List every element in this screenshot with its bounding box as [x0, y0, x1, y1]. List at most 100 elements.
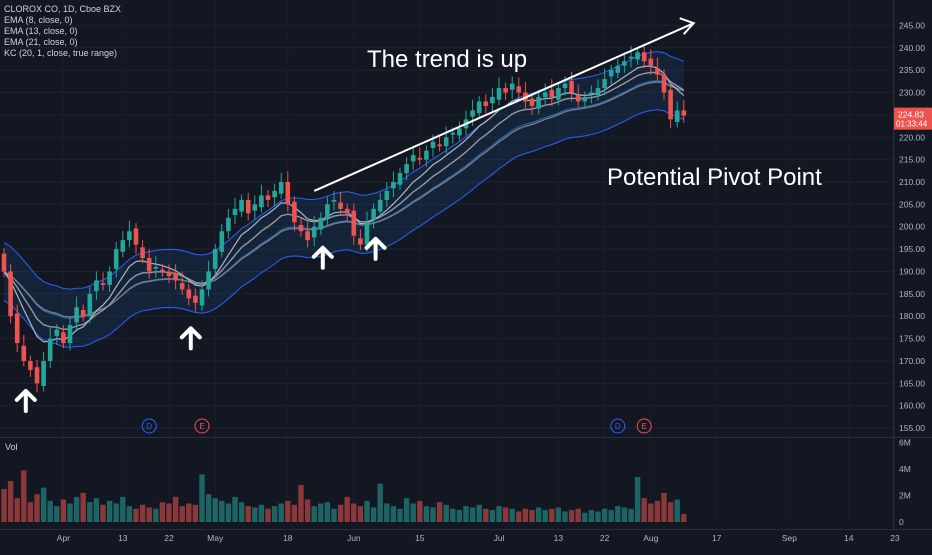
ema8-legend[interactable]: EMA (8, close, 0)	[4, 15, 73, 25]
candle-body	[602, 79, 607, 89]
volume-bar	[496, 506, 502, 522]
earnings-marker	[636, 418, 652, 434]
volume-bar	[476, 504, 482, 522]
volume-bar	[27, 502, 34, 522]
volume-bar	[93, 498, 100, 522]
price-tick-label: 155.00	[899, 423, 925, 433]
volume-bar	[34, 494, 40, 522]
candle-body	[661, 74, 667, 93]
candle-body	[483, 101, 489, 106]
candle-body	[28, 360, 33, 370]
candle-body	[34, 367, 40, 384]
candle-body	[655, 68, 660, 75]
volume-bar	[1, 488, 7, 522]
volume-bar	[199, 474, 205, 522]
candle-body	[127, 231, 132, 241]
volume-bar	[509, 508, 515, 522]
ema21-line	[3, 81, 685, 318]
trend-arrow-line	[313, 22, 695, 192]
volume-bar	[351, 503, 357, 522]
candle-body	[516, 86, 522, 93]
candle-body	[470, 110, 475, 117]
volume-bar	[674, 499, 680, 522]
volume-bar	[443, 504, 449, 522]
volume-bar	[291, 504, 298, 522]
ema21-legend[interactable]: EMA (21, close, 0)	[4, 37, 78, 47]
volume-bar	[331, 508, 337, 522]
time-tick-label: May	[207, 533, 224, 543]
volume-bar	[377, 483, 383, 522]
candle-body	[153, 267, 159, 269]
price-tick-label: 235.00	[899, 65, 925, 75]
volume-bar	[120, 496, 126, 522]
candle-body	[311, 226, 317, 238]
price-tick-label: 170.00	[899, 356, 925, 366]
candle-body	[443, 137, 449, 147]
volume-bar	[225, 503, 232, 522]
volume-bar	[40, 487, 47, 522]
volume-bar	[641, 498, 647, 522]
candle-body	[305, 231, 310, 241]
candle-body	[179, 283, 185, 290]
volume-bar	[106, 500, 113, 522]
volume-bar	[555, 507, 562, 522]
volume-bar	[113, 503, 119, 522]
time-tick-label: 13	[118, 533, 128, 543]
volume-bar	[463, 506, 469, 522]
price-tick-label: 240.00	[899, 43, 925, 53]
time-tick-label: 17	[712, 533, 722, 543]
candle-body	[648, 58, 654, 66]
volume-bar	[549, 508, 555, 522]
volume-bar	[575, 508, 581, 522]
time-tick-label: Jun	[347, 533, 361, 543]
candle-body	[186, 289, 192, 299]
ema8-line	[3, 65, 685, 343]
volume-bar	[601, 508, 608, 522]
candle-body	[569, 80, 574, 93]
price-tick-label: 175.00	[899, 334, 925, 344]
ema13-legend[interactable]: EMA (13, close, 0)	[4, 26, 78, 36]
time-tick-label: Apr	[57, 533, 70, 543]
candle-body	[457, 128, 462, 136]
volume-bar	[661, 492, 667, 522]
pivot-arrow-icon	[179, 326, 202, 351]
volume-bar	[621, 507, 628, 522]
volume-tick-label: 0	[899, 517, 904, 527]
dividend-marker-label: D	[146, 422, 152, 431]
candle-body	[120, 240, 126, 252]
volume-bar	[615, 506, 621, 522]
volume-bar	[298, 484, 304, 522]
volume-bar	[252, 507, 258, 522]
candle-body	[212, 249, 218, 269]
candle-body	[450, 132, 456, 135]
earnings-marker	[194, 418, 210, 434]
time-tick-label: 22	[164, 533, 174, 543]
volume-bar	[271, 506, 278, 522]
volume-bar	[179, 506, 185, 522]
candle-body	[608, 70, 614, 77]
price-tick-label: 230.00	[899, 88, 925, 98]
candle-body	[344, 208, 350, 214]
candle-body	[595, 88, 601, 96]
volume-bar	[384, 503, 390, 522]
keltner-legend[interactable]: KC (20, 1, close, true range)	[4, 48, 118, 58]
candle-body	[410, 155, 416, 162]
candle-body	[199, 289, 205, 306]
volume-bar	[126, 506, 133, 522]
volume-bar	[489, 510, 496, 522]
volume-bar	[522, 508, 529, 522]
volume-bar	[370, 507, 377, 522]
price-tick-label: 180.00	[899, 311, 925, 321]
volume-bar	[628, 508, 634, 522]
volume-bar	[582, 512, 588, 522]
volume-tick-label: 4M	[899, 464, 911, 474]
price-tick-label: 205.00	[899, 199, 925, 209]
candle-body	[252, 204, 258, 211]
candle-body	[107, 271, 112, 285]
volume-bar	[417, 500, 423, 522]
candle-body	[391, 182, 396, 189]
volume-bar	[205, 494, 212, 522]
dividend-marker	[141, 418, 157, 434]
volume-bar	[14, 498, 20, 522]
